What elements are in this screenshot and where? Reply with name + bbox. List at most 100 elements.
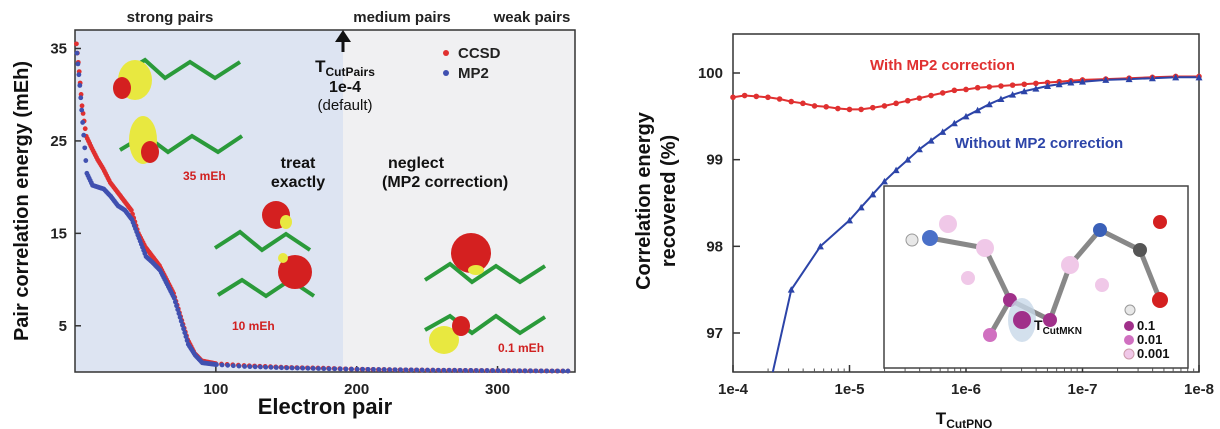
with-mp2-point (870, 104, 876, 111)
mp2-point (381, 367, 387, 372)
mp2-point (565, 368, 571, 374)
legend-ccsd-marker (443, 50, 449, 56)
with-mp2-point (951, 87, 958, 94)
molecule-illustration-strong (113, 57, 244, 164)
ccsd-point (74, 41, 79, 47)
ccsd-point (79, 103, 85, 109)
inset-legend-marker-0.1 (1124, 321, 1134, 331)
left-y-tick-label: 35 (50, 40, 67, 57)
without-mp2-point (1020, 87, 1028, 95)
region-label-medium: medium pairs (353, 9, 451, 26)
with-mp2-point (741, 92, 748, 99)
mp2-point (295, 365, 300, 371)
without-mp2-point (985, 100, 993, 108)
legend-mp2-label: MP2 (458, 65, 489, 82)
mp2-point (175, 307, 181, 313)
mp2-point (252, 364, 258, 370)
medium-pairs-region (188, 30, 343, 372)
mp2-point (360, 366, 366, 372)
mp2-point (365, 366, 371, 372)
without-mp2-point (1032, 85, 1040, 92)
without-mp2-point (787, 286, 795, 293)
mp2-point (446, 367, 452, 373)
mp2-point (468, 368, 474, 373)
correlation-recovered-chart: 1e-4 1e-5 1e-6 1e-7 1e-8 97 98 99 100 (633, 33, 1214, 429)
mp2-point (452, 367, 458, 373)
mp2-point (174, 303, 179, 309)
mp2-point (182, 330, 188, 336)
with-mp2-point (986, 84, 993, 90)
left-y-tick-label: 15 (50, 225, 67, 242)
with-mp2-point (753, 93, 760, 100)
right-x-tick-label: 1e-5 (834, 381, 864, 398)
right-y-tick-label: 99 (706, 152, 723, 169)
with-mp2-point (939, 90, 946, 96)
mp2-point (83, 158, 89, 163)
inset-legend-marker-0.001 (1123, 348, 1135, 360)
without-mp2-point (1172, 73, 1180, 81)
left-y-tick-label: 5 (59, 318, 67, 335)
ccsd-point (128, 207, 134, 213)
without-mp2-point (1009, 91, 1017, 98)
mp2-point (343, 366, 349, 372)
weak-pairs-region (343, 30, 575, 372)
inset-frame (883, 185, 1189, 369)
right-x-tick-label: 1e-4 (718, 381, 749, 398)
mp2-point (305, 365, 311, 371)
threshold-note: (default) (317, 97, 372, 114)
mp2-point (321, 366, 327, 372)
mp2-point (501, 368, 506, 374)
mp2-point (263, 364, 269, 370)
mp2-point (289, 365, 295, 371)
annotation-neglect: neglect (388, 155, 445, 172)
with-mp2-point (823, 104, 829, 110)
mp2-point (419, 367, 425, 373)
with-mp2-point (904, 97, 911, 104)
with-mp2-point (788, 98, 795, 105)
without-mp2-point (1102, 76, 1110, 83)
mp2-point (172, 299, 178, 305)
mp2-point (219, 362, 225, 368)
with-mp2-point (811, 103, 818, 109)
without-mp2-point (1067, 79, 1075, 86)
mp2-point (184, 338, 190, 343)
right-y-tick-label: 100 (698, 65, 723, 82)
left-x-tick-label: 200 (344, 381, 369, 398)
with-mp2-point (963, 86, 969, 93)
without-mp2-point (939, 128, 947, 135)
mp2-point (522, 368, 528, 374)
with-mp2-point (800, 100, 806, 107)
region-label-weak: weak pairs (493, 9, 571, 26)
mp2-point (77, 83, 83, 88)
left-x-axis-label: Electron pair (258, 394, 393, 419)
legend-ccsd-label: CCSD (458, 45, 501, 62)
left-legend: CCSD MP2 (443, 45, 501, 82)
inset-legend-marker-0.01 (1124, 335, 1134, 345)
with-mp2-point (858, 106, 864, 113)
molecule-illustration-medium (213, 201, 316, 299)
mp2-point (273, 365, 279, 370)
mp2-point (178, 318, 184, 324)
right-y-axis-label-line1: Correlation energy (633, 111, 655, 290)
energy-label-0.1: 0.1 mEh (498, 341, 544, 355)
with-mp2-point (1021, 81, 1028, 88)
with-mp2-point (765, 94, 771, 101)
without-mp2-point (974, 106, 982, 114)
mp2-point (506, 368, 512, 374)
mp2-point (398, 367, 404, 373)
without-mp2-point (816, 242, 824, 250)
right-y-axis-label-line2: recovered (%) (658, 135, 680, 267)
series-label-without-mp2: Without MP2 correction (955, 135, 1123, 152)
left-y-axis-label: Pair correlation energy (mEh) (11, 61, 33, 341)
with-mp2-point (730, 94, 736, 101)
mp2-point (409, 367, 414, 373)
energy-label-10: 10 mEh (232, 319, 275, 333)
with-mp2-point (846, 106, 853, 113)
left-axis-ticks: 100 200 300 5 15 25 35 (50, 40, 510, 398)
right-x-axis-label: TCutPNO (936, 409, 992, 429)
mp2-point (539, 368, 544, 374)
without-mp2-point (1148, 74, 1156, 82)
without-mp2-point (1195, 73, 1203, 81)
mp2-point (392, 367, 398, 373)
without-mp2-point (1079, 78, 1086, 85)
